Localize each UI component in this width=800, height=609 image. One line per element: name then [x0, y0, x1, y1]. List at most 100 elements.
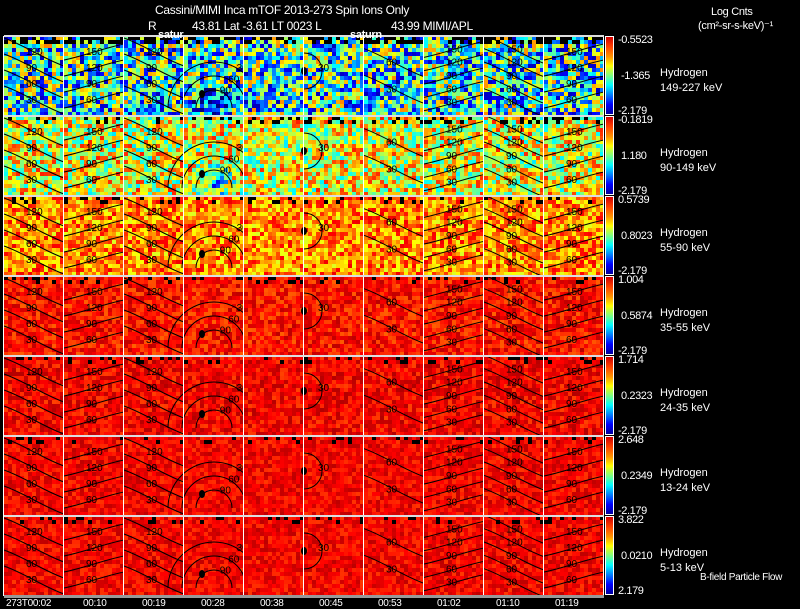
spectrogram-panel: 150 120 90 60 — [543, 36, 605, 116]
contour-line — [3, 309, 65, 339]
colorbar-min: 2.179 — [618, 585, 644, 597]
field-contours: 150 120 90 60 — [543, 283, 605, 349]
field-contours: 30 — [301, 452, 330, 490]
contour-line — [123, 197, 185, 227]
field-contours: 150 120 90 60 30 — [483, 194, 545, 278]
contour-line — [483, 141, 545, 171]
contour-label: 90 — [86, 319, 98, 330]
contour-label: 150 — [566, 287, 583, 298]
contour-line — [3, 53, 65, 83]
contour-label: 60 — [228, 474, 240, 485]
contour-label: 120 — [26, 527, 43, 538]
energy-range-label: 90-149 keV — [660, 162, 717, 174]
row-divider — [4, 115, 604, 117]
contour-label: 150 — [446, 284, 463, 295]
contour-label: 30 — [146, 95, 158, 106]
field-contours: 150 120 90 60 — [63, 523, 125, 589]
energy-range-label: 55-90 keV — [660, 242, 711, 254]
contour-label: 120 — [446, 218, 463, 229]
contour-line — [63, 491, 125, 509]
field-contours: 150 120 90 60 30 — [483, 434, 545, 518]
field-contours: 150 120 90 60 — [63, 363, 125, 429]
spectrogram-panel — [244, 36, 304, 116]
colorbar — [605, 116, 614, 195]
field-contours: 120 90 60 30 — [123, 277, 185, 355]
count-rate-cells — [124, 436, 184, 516]
contour-label: 120 — [26, 127, 43, 138]
row-divider — [4, 195, 604, 197]
contour-label: 90 — [220, 246, 232, 257]
species-label: Hydrogen — [660, 467, 708, 479]
contour-line — [483, 114, 545, 144]
contour-label: 120 — [506, 538, 523, 549]
contour-line — [483, 274, 545, 304]
contour-line — [195, 329, 233, 349]
contour-line — [423, 334, 485, 352]
row-divider — [4, 35, 604, 37]
contour-label: 120 — [506, 58, 523, 69]
count-rate-cells — [244, 116, 304, 196]
contour-line — [63, 91, 125, 109]
contour-line — [543, 475, 605, 493]
contour-label: 30 — [386, 84, 398, 95]
colorbar-min: -2.179 — [618, 505, 647, 517]
spectrogram-panel: 120 90 60 30 — [123, 116, 185, 196]
contour-label: 30 — [237, 463, 249, 474]
contour-line — [423, 80, 485, 98]
contour-label: 120 — [146, 47, 163, 58]
colorbar-mid: 0.2323 — [621, 390, 653, 402]
contour-label: 30 — [26, 95, 38, 106]
species-label: Hydrogen — [660, 227, 708, 239]
contour-line — [423, 560, 485, 578]
contour-label: 60 — [146, 479, 158, 490]
contour-line — [123, 37, 185, 67]
contour-label: 90 — [566, 319, 578, 330]
contour-label: 120 — [86, 63, 103, 74]
contour-line — [303, 532, 323, 570]
panel-divider — [243, 36, 244, 596]
count-rate-cells — [304, 436, 364, 516]
contour-label: 60 — [386, 138, 398, 149]
contour-line — [123, 565, 185, 595]
field-contours — [244, 356, 304, 436]
spectrogram-panel — [244, 196, 304, 276]
saturn-marker-icon — [199, 90, 205, 98]
count-rate-cells — [4, 436, 64, 516]
contour-line — [123, 485, 185, 515]
contour-line — [63, 475, 125, 493]
contour-line — [483, 368, 545, 398]
energy-range-label: 24-35 keV — [660, 402, 711, 414]
contour-line — [543, 91, 605, 109]
contour-label: 60 — [566, 335, 578, 346]
energy-range-label: 35-55 keV — [660, 322, 711, 334]
colorbar — [605, 196, 614, 275]
header-r-label: R — [148, 19, 157, 33]
contour-label: 60 — [506, 84, 518, 95]
contour-label: 150 — [506, 204, 523, 215]
contour-label: 60 — [146, 399, 158, 410]
colorbar-min: -2.179 — [618, 185, 647, 197]
count-rate-cells — [4, 196, 64, 276]
contour-label: 90 — [446, 471, 458, 482]
contour-label: 90 — [86, 79, 98, 90]
contour-label: 60 — [146, 559, 158, 570]
spectrogram-panel: 60 30 — [363, 116, 425, 196]
count-rate-cells — [304, 36, 364, 116]
time-tick-label: 01:19 — [555, 598, 579, 609]
spectrogram-panel: 150 120 90 60 — [63, 436, 125, 516]
contour-label: 150 — [506, 364, 523, 375]
contour-label: 120 — [146, 527, 163, 538]
saturn-marker-icon — [199, 490, 205, 498]
field-contours: 150 120 90 60 — [63, 443, 125, 509]
contour-line — [63, 155, 125, 173]
contour-label: 90 — [146, 463, 158, 474]
contour-label: 90 — [506, 151, 518, 162]
contour-line — [123, 85, 185, 115]
spectrogram-panel: 150 120 90 60 30 — [483, 434, 545, 518]
contour-line — [423, 400, 485, 418]
contour-label: 90 — [506, 311, 518, 322]
contour-label: 30 — [506, 338, 518, 349]
contour-label: 30 — [318, 543, 330, 554]
